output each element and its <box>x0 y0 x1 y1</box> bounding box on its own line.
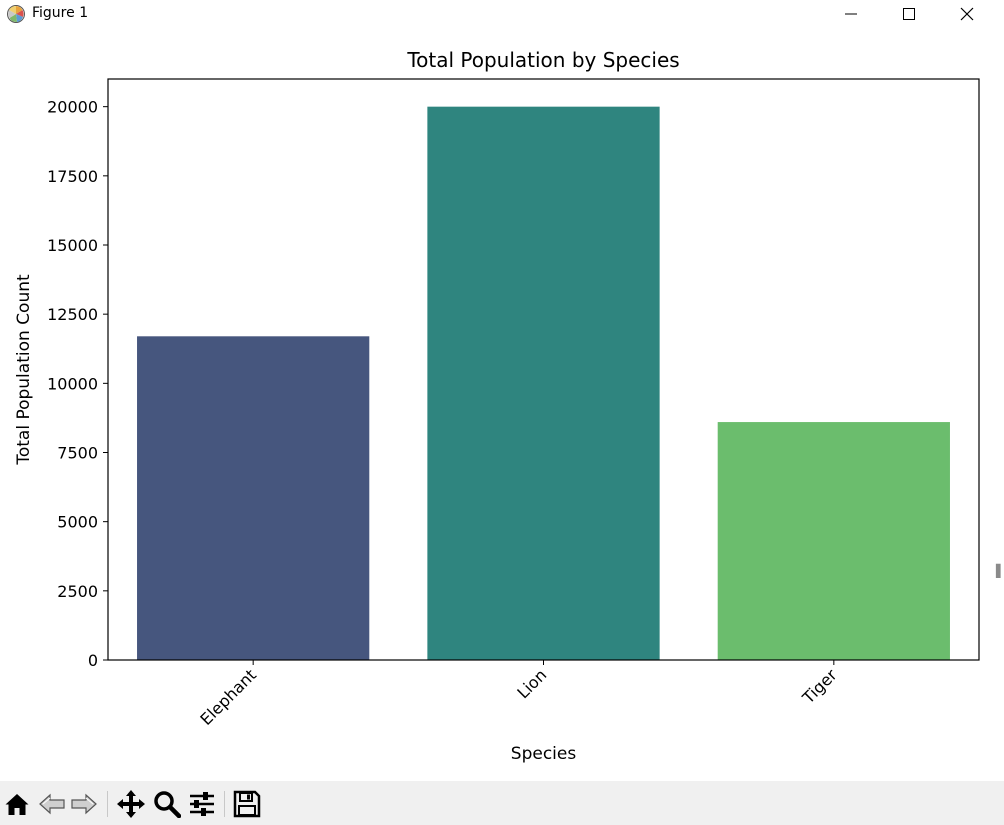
title-bar: Figure 1 <box>0 0 1004 28</box>
minimize-button[interactable] <box>828 0 874 28</box>
chart-title: Total Population by Species <box>406 48 679 72</box>
x-tick-label: Elephant <box>196 665 260 729</box>
bar-chart: 0 2500 5000 7500 10000 12500 15000 17500 20000 E… <box>14 48 980 764</box>
bar-elephant <box>137 336 370 660</box>
home-icon <box>5 794 29 815</box>
bar-lion <box>427 106 660 660</box>
x-axis-label: Species <box>511 744 577 764</box>
window-title: Figure 1 <box>32 5 89 21</box>
y-tick-label: 20000 <box>47 98 98 117</box>
configure-subplots-button[interactable] <box>187 789 217 819</box>
y-tick-label: 2500 <box>57 582 98 601</box>
forward-button[interactable] <box>69 789 99 819</box>
pan-icon <box>117 790 145 818</box>
figure-canvas[interactable]: 0 2500 5000 7500 10000 12500 15000 17500 20000 E… <box>0 28 1004 781</box>
x-tick-label: Lion <box>513 665 550 702</box>
y-axis-ticks: 0 2500 5000 7500 10000 12500 15000 17500 20000 <box>47 98 108 670</box>
home-button[interactable] <box>2 789 32 819</box>
forward-icon <box>71 793 97 815</box>
y-tick-label: 12500 <box>47 305 98 324</box>
back-icon <box>39 793 65 815</box>
maximize-icon <box>903 8 915 20</box>
zoom-button[interactable] <box>152 789 182 819</box>
y-tick-label: 17500 <box>47 167 98 186</box>
minimize-icon <box>845 13 857 15</box>
toolbar-separator <box>107 791 108 817</box>
close-icon <box>960 7 974 21</box>
y-axis-label: Total Population Count <box>14 274 34 466</box>
pan-button[interactable] <box>116 789 146 819</box>
x-tick-label: Tiger <box>798 665 841 708</box>
navigation-toolbar <box>0 781 1004 825</box>
bar-tiger <box>717 422 950 660</box>
configure-subplots-icon <box>190 792 214 816</box>
close-button[interactable] <box>944 0 990 28</box>
matplotlib-logo-icon <box>6 4 26 24</box>
y-tick-label: 5000 <box>57 513 98 532</box>
back-button[interactable] <box>37 789 67 819</box>
save-icon <box>233 790 261 818</box>
y-tick-label: 0 <box>88 651 98 670</box>
y-tick-label: 10000 <box>47 374 98 393</box>
toolbar-separator <box>224 791 225 817</box>
y-tick-label: 7500 <box>57 444 98 463</box>
edge-mark: ▌ <box>996 564 1004 578</box>
x-axis-ticks: Elephant Lion Tiger <box>196 660 841 729</box>
bar-group <box>137 106 950 660</box>
save-button[interactable] <box>232 789 262 819</box>
maximize-button[interactable] <box>886 0 932 28</box>
y-tick-label: 15000 <box>47 236 98 255</box>
zoom-icon <box>154 791 181 818</box>
